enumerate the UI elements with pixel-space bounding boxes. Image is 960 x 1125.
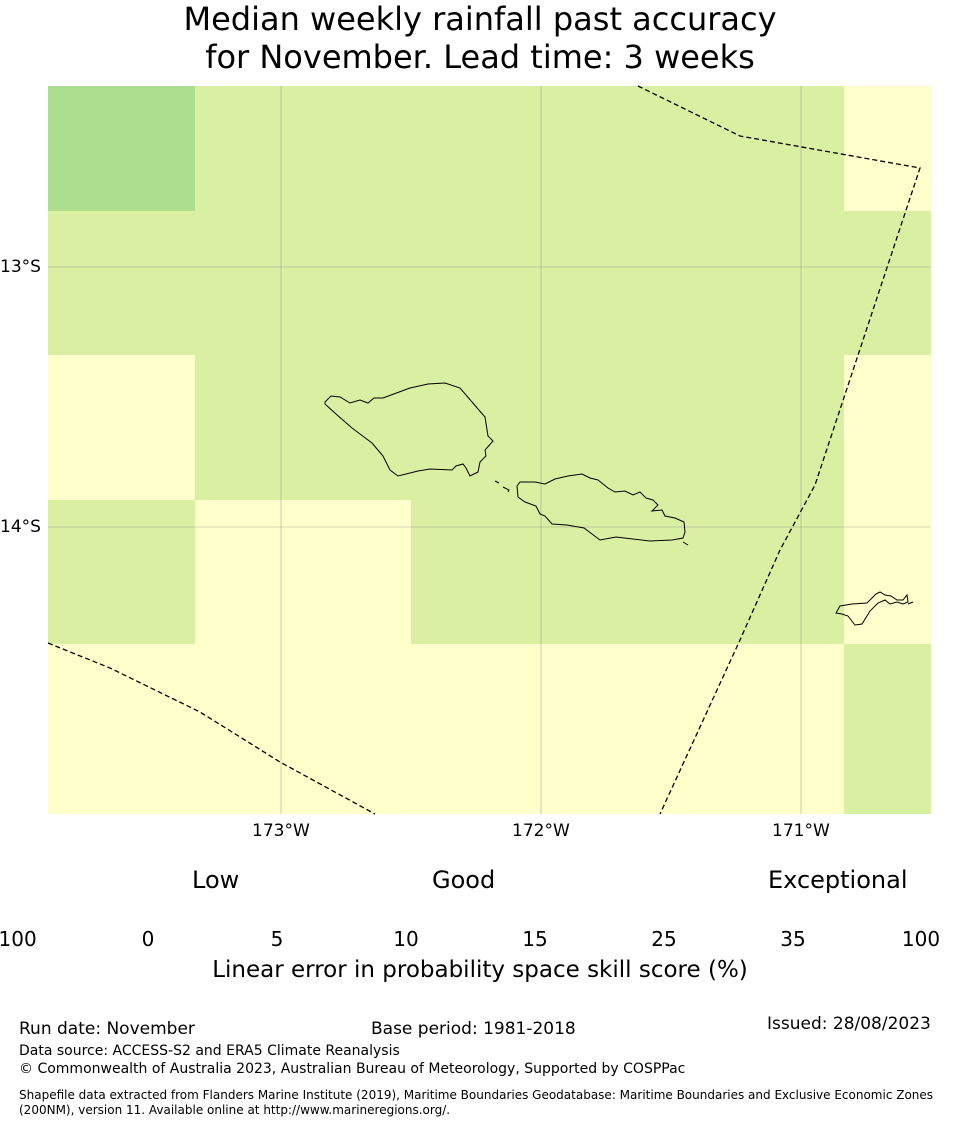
grid-cell — [48, 211, 931, 355]
legend-axis-title: Linear error in probability space skill … — [212, 957, 748, 983]
legend-tick: 0 — [141, 927, 155, 951]
grid-cell — [195, 86, 844, 211]
manono-islet — [494, 480, 510, 493]
aunuu-islet — [907, 601, 914, 605]
run-date: Run date: November — [19, 1019, 195, 1039]
upolu-island — [516, 473, 686, 542]
grid-cell — [48, 355, 195, 500]
savaii-island — [324, 382, 494, 477]
shapefile-credit: Shapefile data extracted from Flanders M… — [19, 1088, 934, 1117]
legend-category-exceptional: Exceptional — [768, 866, 908, 894]
issued-date: Issued: 28/08/2023 — [767, 1014, 931, 1034]
grid-cell — [48, 500, 195, 644]
copyright-notice: © Commonwealth of Australia 2023, Austra… — [19, 1061, 686, 1077]
legend-tick: -100 — [0, 927, 37, 951]
legend-tick: 5 — [270, 927, 284, 951]
grid-cell — [844, 644, 931, 814]
data-source: Data source: ACCESS-S2 and ERA5 Climate … — [19, 1043, 400, 1059]
legend-tick: 25 — [651, 927, 677, 951]
grid-cell — [411, 500, 844, 644]
lat-label-14s: 14°S — [0, 517, 41, 537]
grid-cell — [48, 86, 195, 211]
lon-label-171w: 171°W — [772, 821, 830, 841]
grid-cell — [844, 86, 931, 211]
grid-cell — [48, 644, 844, 814]
grid-cell — [844, 355, 931, 644]
lon-label-172w: 172°W — [512, 821, 570, 841]
lat-label-13s: 13°S — [0, 257, 41, 277]
base-period: Base period: 1981-2018 — [371, 1019, 576, 1039]
legend-tick: 100 — [901, 927, 941, 951]
tutuila-island — [835, 591, 909, 626]
coastlines — [324, 382, 914, 626]
map-title-line-1: Median weekly rainfall past accuracy — [183, 0, 777, 38]
grid-cell — [195, 500, 411, 644]
lon-label-173w: 173°W — [252, 821, 310, 841]
legend-tick: 15 — [522, 927, 548, 951]
rainfall-accuracy-map — [47, 85, 931, 815]
skill-grid — [48, 86, 931, 814]
legend-tick: 10 — [393, 927, 419, 951]
legend-tick: 35 — [780, 927, 806, 951]
legend-category-good: Good — [432, 866, 496, 894]
maritime-boundaries — [47, 85, 921, 815]
map-title-line-2: for November. Lead time: 3 weeks — [205, 38, 755, 76]
upolu-eastern-tip — [682, 541, 689, 546]
legend-category-low: Low — [192, 866, 240, 894]
grid-cell — [195, 355, 844, 500]
graticule — [48, 86, 931, 814]
